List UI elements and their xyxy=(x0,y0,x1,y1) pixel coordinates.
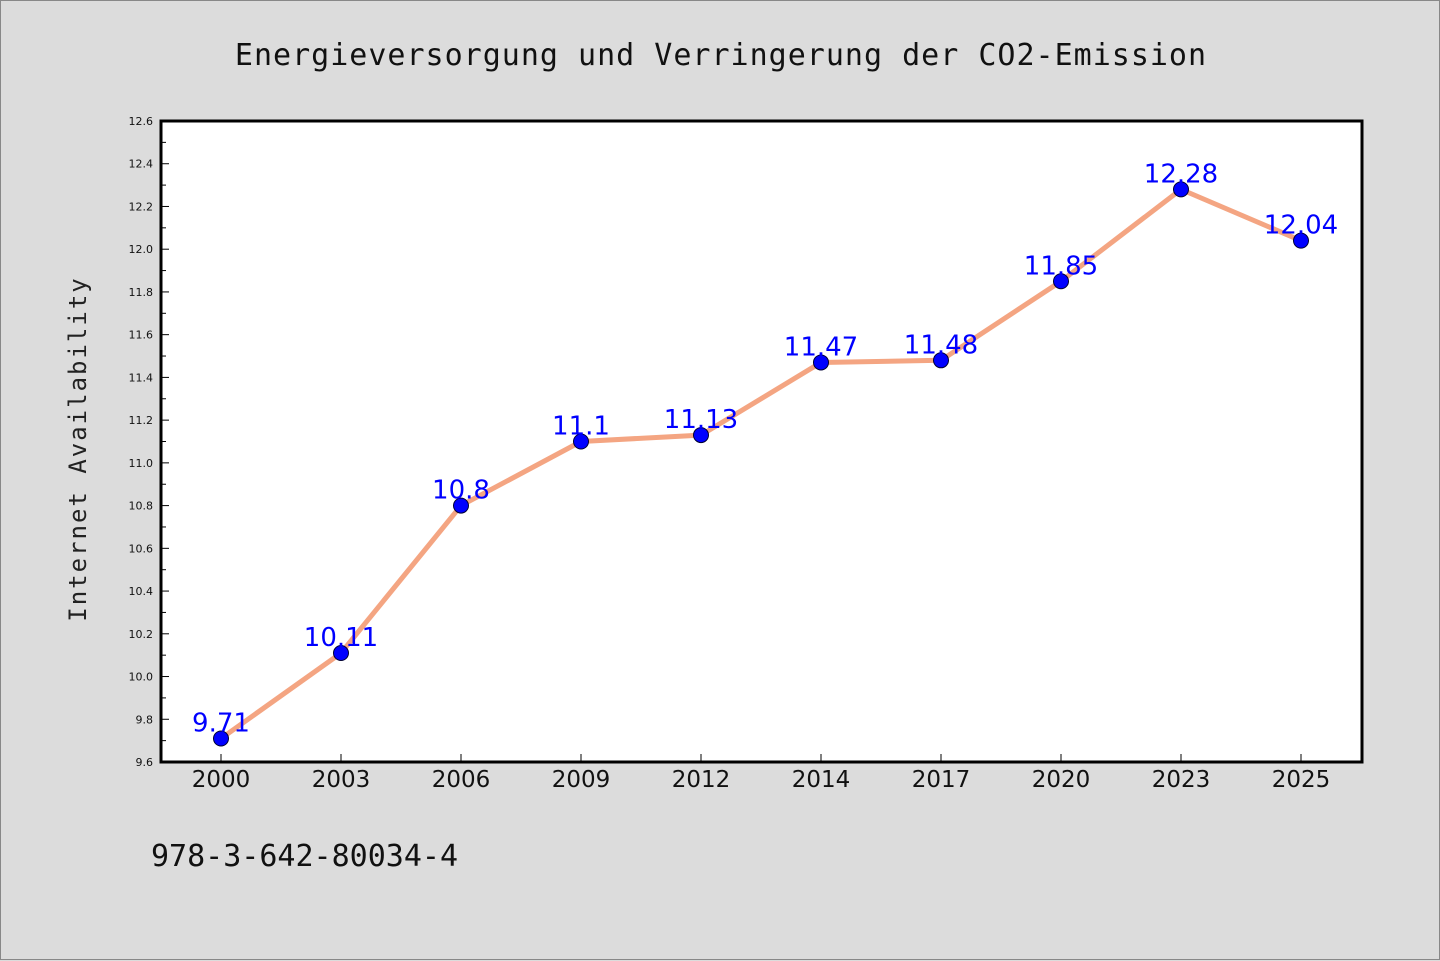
x-tick-label: 2025 xyxy=(1272,767,1331,793)
y-tick-label: 9.8 xyxy=(136,713,154,726)
y-axis-label: Internet Availability xyxy=(64,276,92,621)
y-tick-label: 9.6 xyxy=(136,756,154,769)
data-point xyxy=(933,352,949,369)
x-tick-label: 2017 xyxy=(912,767,971,793)
x-tick-label: 2009 xyxy=(552,767,611,793)
data-label: 11.13 xyxy=(664,405,738,435)
x-tick-label: 2006 xyxy=(432,767,491,793)
y-tick-label: 12.4 xyxy=(129,158,154,171)
data-point xyxy=(1173,181,1189,198)
data-point xyxy=(1293,232,1309,249)
x-axis-ticks: 2000 2003 2006 2009 2012 2014 2017 2020 2023 2025 xyxy=(192,754,1331,793)
x-tick-label: 2000 xyxy=(192,767,251,793)
data-point xyxy=(693,427,709,444)
y-tick-label: 11.6 xyxy=(129,329,154,342)
x-tick-label: 2003 xyxy=(312,767,371,793)
data-label: 10.8 xyxy=(432,476,490,506)
y-tick-label: 12.6 xyxy=(129,115,154,128)
data-point xyxy=(813,354,829,371)
data-label: 12.28 xyxy=(1144,159,1218,189)
chart-title: Energieversorgung und Verringerung der C… xyxy=(235,38,1207,73)
y-axis-ticks: 9.6 9.8 10.0 10.2 10.4 10.6 10.8 11.0 11.2 11.4 11… xyxy=(129,115,169,769)
data-label: 11.47 xyxy=(784,332,858,362)
y-tick-label: 11.2 xyxy=(129,414,154,427)
y-tick-label: 10.2 xyxy=(129,628,154,641)
data-point xyxy=(573,433,589,450)
data-labels: 9.71 10.11 10.8 11.1 11.13 11.47 11.48 11.85 12.… xyxy=(192,159,1338,738)
data-markers xyxy=(213,181,1309,747)
data-label: 10.11 xyxy=(304,623,378,653)
y-tick-label: 11.4 xyxy=(129,371,154,384)
data-label: 11.85 xyxy=(1024,251,1098,281)
series-line xyxy=(218,186,1304,741)
data-point xyxy=(333,645,349,662)
x-tick-label: 2014 xyxy=(792,767,851,793)
data-point xyxy=(1053,273,1069,290)
x-tick-label: 2020 xyxy=(1032,767,1091,793)
y-tick-label: 10.0 xyxy=(129,671,154,684)
y-tick-label: 10.8 xyxy=(129,500,154,513)
y-tick-label: 10.6 xyxy=(129,542,154,555)
x-tick-label: 2023 xyxy=(1152,767,1211,793)
y-tick-label: 11.0 xyxy=(129,457,154,470)
data-label: 11.48 xyxy=(904,330,978,360)
data-label: 9.71 xyxy=(192,708,250,738)
y-tick-label: 11.8 xyxy=(129,286,154,299)
data-point xyxy=(213,730,229,747)
isbn-footer: 978-3-642-80034-4 xyxy=(151,839,458,874)
y-tick-label: 12.0 xyxy=(129,243,154,256)
data-point xyxy=(453,497,469,514)
x-tick-label: 2012 xyxy=(672,767,731,793)
y-tick-label: 10.4 xyxy=(129,585,154,598)
y-tick-label: 12.2 xyxy=(129,200,154,213)
data-label: 11.1 xyxy=(552,412,610,442)
data-label: 12.04 xyxy=(1264,211,1338,241)
plot-area xyxy=(159,119,1364,764)
